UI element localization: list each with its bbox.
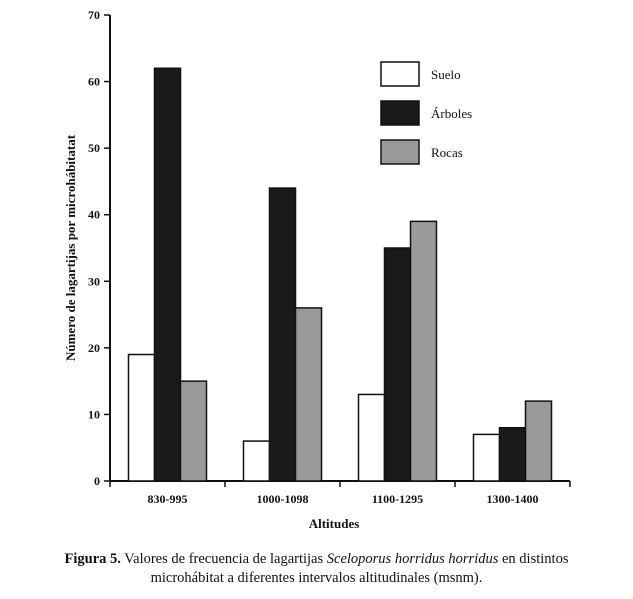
x-tick-label: 830-995	[148, 492, 188, 506]
caption-label: Figura 5.	[64, 551, 121, 567]
legend: Suelo Árboles Rocas	[380, 61, 472, 165]
bar-rocas-830-995	[179, 380, 208, 482]
legend-swatch	[380, 139, 420, 165]
caption-text-after: en distintos	[498, 551, 569, 567]
caption-line-2: microhábitat a diferentes intervalos alt…	[150, 570, 483, 586]
legend-label: Rocas	[431, 145, 463, 160]
y-tick-label: 30	[88, 274, 100, 288]
legend-swatch	[380, 61, 420, 87]
y-tick-label: 10	[88, 407, 100, 421]
bar-suelo-1100-1295	[357, 393, 386, 482]
bar-rocas-1100-1295	[409, 220, 438, 482]
bar-suelo-1300-1400	[472, 433, 501, 482]
legend-label: Suelo	[431, 67, 461, 82]
bar-chart: 0 10 20 30 40 50 60 70 830-995 1000-1098 1100-1295…	[63, 8, 571, 531]
x-tick-label: 1100-1295	[372, 492, 423, 506]
x-axis-title: Altitudes	[309, 516, 360, 531]
x-tick-label: 1000-1098	[257, 492, 309, 506]
y-tick-label: 40	[88, 208, 100, 222]
caption-species: Sceloporus horridus horridus	[326, 551, 499, 567]
y-tick-label: 50	[88, 141, 100, 155]
y-tick-label: 0	[94, 474, 100, 488]
bar-rocas-1300-1400	[524, 400, 553, 482]
x-tick-label: 1300-1400	[487, 492, 539, 506]
y-tick-label: 60	[88, 75, 100, 89]
figure-caption: Figura 5. Valores de frecuencia de lagar…	[0, 550, 633, 588]
y-tick-label: 70	[88, 8, 100, 22]
bars	[127, 67, 553, 482]
bar-rocas-1000-1098	[294, 307, 323, 482]
y-axis-title: Número de lagartijas por microhábitatat	[63, 134, 78, 361]
legend-swatch	[380, 100, 420, 126]
bar--rboles-1300-1400	[498, 426, 527, 482]
bar-suelo-1000-1098	[242, 440, 271, 482]
y-tick-label: 20	[88, 341, 100, 355]
caption-text-before: Valores de frecuencia de lagartijas	[120, 551, 327, 567]
bar-suelo-830-995	[127, 353, 156, 482]
bar--rboles-1100-1295	[383, 247, 412, 482]
bar--rboles-1000-1098	[268, 187, 297, 482]
legend-label: Árboles	[431, 106, 472, 121]
bar--rboles-830-995	[153, 67, 182, 482]
